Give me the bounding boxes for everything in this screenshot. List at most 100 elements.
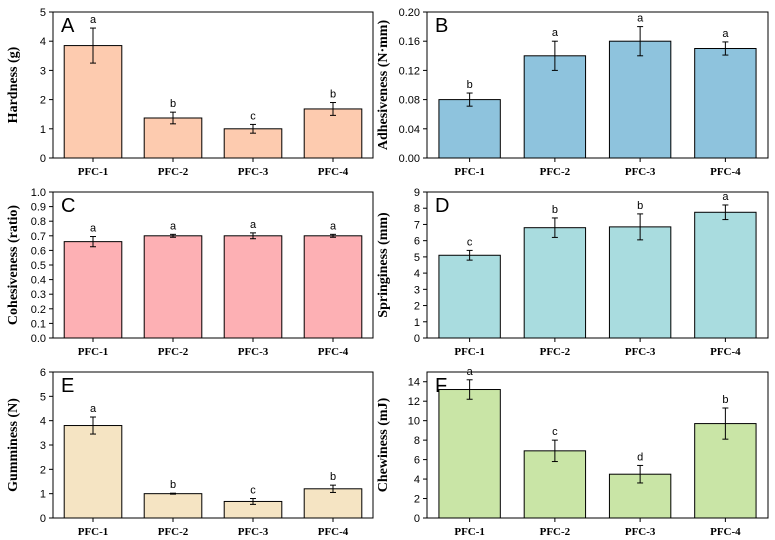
y-tick-label: 8 [414, 435, 420, 447]
panel-letter: A [61, 15, 75, 37]
y-tick-label: 0.2 [31, 304, 46, 316]
x-tick-label: PFC-4 [318, 346, 349, 358]
x-tick-label: PFC-2 [158, 526, 189, 538]
panel-e: 0 1 2 3 4 5 6 a PFC-1 b PFC-2 c PFC-3 b PFC-4 E Gummines… [6, 367, 374, 538]
x-tick-label: PFC-1 [454, 166, 485, 178]
x-tick-label: PFC-2 [540, 526, 571, 538]
significance-label: d [637, 451, 643, 463]
y-tick-label: 2 [414, 301, 420, 313]
bar [63, 241, 123, 339]
y-tick-label: 3 [40, 440, 46, 452]
x-tick-label: PFC-4 [710, 526, 741, 538]
y-tick-label: 0.7 [31, 231, 46, 243]
significance-label: c [250, 485, 256, 497]
bar [438, 99, 501, 159]
y-tick-label: 0.04 [399, 124, 420, 136]
x-tick-label: PFC-2 [158, 346, 189, 358]
y-tick-label: 1.0 [31, 187, 46, 199]
panel-d: 0 1 2 3 4 5 6 7 8 9 c PFC-1 b PFC-2 b PFC-3 a PFC-4 D Sprin… [376, 187, 769, 358]
y-tick-label: 4 [40, 416, 46, 428]
significance-label: b [170, 98, 176, 110]
significance-label: b [722, 394, 728, 406]
x-tick-label: PFC-1 [78, 526, 109, 538]
plot-frame [52, 191, 374, 339]
y-tick-label: 3 [40, 65, 46, 77]
x-tick-label: PFC-1 [454, 526, 485, 538]
x-tick-label: PFC-4 [318, 526, 349, 538]
y-tick-label: 0.5 [31, 260, 46, 272]
y-tick-label: 0.00 [399, 153, 420, 165]
y-tick-label: 4 [40, 36, 46, 48]
bar [223, 235, 283, 339]
y-tick-label: 3 [414, 284, 420, 296]
x-tick-label: PFC-2 [540, 346, 571, 358]
plot-frame [52, 371, 374, 519]
significance-label: a [722, 28, 729, 40]
y-tick-label: 2 [40, 95, 46, 107]
y-tick-label: 0.1 [31, 318, 46, 330]
significance-label: a [722, 191, 729, 203]
significance-label: c [250, 110, 256, 122]
y-tick-label: 5 [40, 391, 46, 403]
y-tick-label: 5 [414, 252, 420, 264]
significance-label: a [250, 219, 257, 231]
y-axis-title: Cohesiveness (ratio) [6, 205, 21, 325]
plot-frame [426, 371, 769, 519]
y-tick-label: 2 [414, 494, 420, 506]
x-tick-label: PFC-1 [78, 346, 109, 358]
panel-f: 02468101214aPFC-1cPFC-2dPFC-3bPFC-4FChew… [376, 366, 769, 538]
bar [303, 108, 363, 159]
panel-letter: E [61, 375, 74, 397]
y-axis-title: Hardness (g) [6, 46, 21, 123]
significance-label: a [90, 403, 97, 415]
y-axis-title: Gumminess (N) [6, 398, 21, 492]
x-tick-label: PFC-3 [625, 346, 656, 358]
bar [223, 128, 283, 159]
y-tick-label: 0.08 [399, 95, 420, 107]
y-tick-label: 4 [414, 268, 420, 280]
x-tick-label: PFC-4 [710, 346, 741, 358]
y-tick-label: 0.20 [399, 7, 420, 19]
bar [608, 226, 672, 339]
y-tick-label: 14 [408, 377, 420, 389]
y-tick-label: 6 [414, 236, 420, 248]
y-tick-label: 1 [40, 124, 46, 136]
significance-label: b [330, 89, 336, 101]
y-tick-label: 8 [414, 203, 420, 215]
panel-letter: D [435, 195, 449, 217]
significance-label: a [330, 220, 337, 232]
y-tick-label: 0.8 [31, 216, 46, 228]
significance-label: a [552, 27, 559, 39]
y-axis-title: Adhesiveness (N·mm) [376, 20, 391, 151]
significance-label: b [552, 204, 558, 216]
significance-label: b [330, 471, 336, 483]
y-tick-label: 2 [40, 464, 46, 476]
bar [438, 389, 501, 519]
plot-frame [426, 11, 769, 159]
y-tick-label: 10 [408, 416, 420, 428]
significance-label: c [552, 426, 558, 438]
panel-c: 0.0 0.1 0.2 0.3 0.4 0.5 0.6 0.7 0.8 0.9 1.0 a PFC-1 a… [6, 187, 374, 358]
bar [608, 40, 672, 159]
x-tick-label: PFC-3 [238, 526, 269, 538]
x-tick-label: PFC-1 [454, 346, 485, 358]
y-tick-label: 0 [40, 153, 46, 165]
y-tick-label: 9 [414, 187, 420, 199]
significance-label: a [637, 13, 644, 25]
y-tick-label: 6 [414, 455, 420, 467]
bar [303, 235, 363, 339]
significance-label: c [467, 236, 473, 248]
significance-label: b [467, 79, 473, 91]
plot-frame [426, 191, 769, 339]
panel-letter: C [61, 195, 75, 217]
y-tick-label: 0.16 [399, 36, 420, 48]
y-tick-label: 6 [40, 367, 46, 379]
x-tick-label: PFC-3 [238, 166, 269, 178]
x-tick-label: PFC-3 [625, 166, 656, 178]
panel-letter: B [435, 15, 448, 37]
panel-letter: F [435, 375, 447, 397]
bar [523, 227, 587, 339]
bar [143, 117, 203, 159]
x-tick-label: PFC-4 [710, 166, 741, 178]
